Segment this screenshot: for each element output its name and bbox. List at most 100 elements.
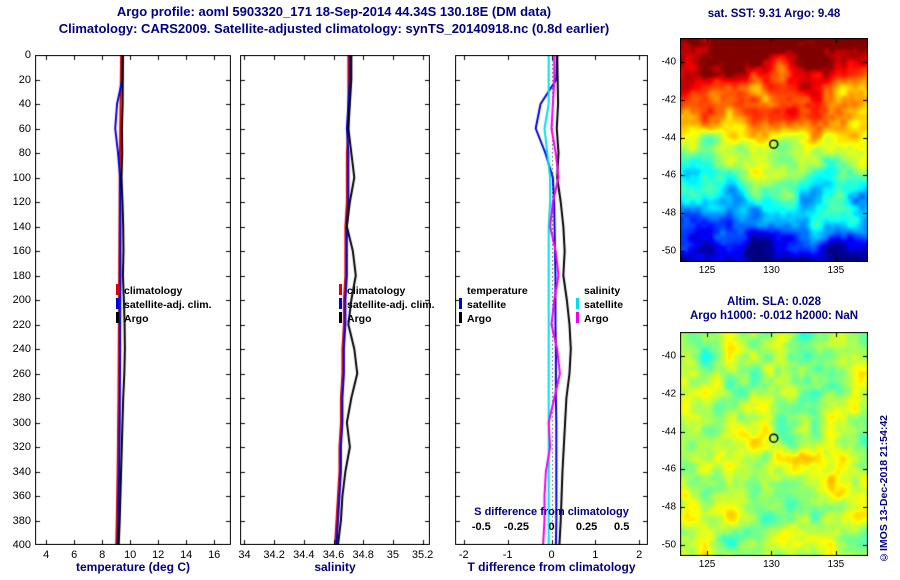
- satellite-line-swatch: [459, 298, 462, 309]
- x-tick-label: 8: [99, 549, 106, 561]
- x-tick-label: 35: [386, 549, 400, 561]
- salinity-profile-plot: [240, 55, 430, 545]
- y-tick-label: 400: [12, 539, 31, 551]
- map-x-tick-label: 135: [827, 265, 845, 276]
- legend-item: Argo: [459, 312, 528, 326]
- y-tick-label: 200: [12, 294, 31, 306]
- sst-map-canvas: [680, 38, 868, 262]
- map-y-tick-label: -46: [661, 169, 676, 181]
- legend-item: satellite: [459, 298, 528, 312]
- y-tick-label: 60: [18, 122, 31, 135]
- y-tick-label: 180: [12, 269, 31, 282]
- climatology-line-swatch: [116, 284, 119, 295]
- s-tick-label: 0.5: [614, 521, 630, 533]
- y-tick-label: 300: [12, 416, 31, 429]
- legend-item: satellite: [576, 298, 623, 312]
- sst-map-title: sat. SST: 9.31 Argo: 9.48: [707, 8, 841, 20]
- imos-watermark: ©IMOS 13-Dec-2018 21:54:42: [878, 415, 890, 563]
- legend-item: Argo: [116, 312, 212, 326]
- legend-label: satellite: [584, 299, 624, 311]
- legend-item: satellite-adj. clim.: [339, 298, 435, 312]
- temperature-legend: climatology satellite-adj. clim. Argo: [116, 284, 212, 326]
- x-tick-label: 34.6: [322, 549, 345, 561]
- y-tick-label: 320: [12, 441, 31, 453]
- map-x-tick-label: 125: [698, 265, 716, 276]
- salinity-axis-label: salinity: [314, 560, 356, 574]
- legend-label: satellite-adj. clim.: [347, 299, 435, 311]
- legend-item: satellite-adj. clim.: [116, 298, 212, 312]
- map-y-tick-label: -48: [661, 501, 676, 513]
- y-tick-label: 160: [12, 245, 31, 257]
- legend-item: climatology: [339, 284, 435, 298]
- x-tick-label: 6: [71, 549, 78, 561]
- x-tick-label: 16: [208, 549, 221, 561]
- sla-map: 125 130 135 -40 -42 -44 -46 -48 -50: [662, 332, 868, 570]
- map-y-tick-label: -50: [661, 539, 676, 551]
- map-x-tick-label: 135: [827, 559, 845, 570]
- map-y-tick-label: -48: [661, 207, 676, 219]
- argo-line-swatch: [576, 312, 579, 323]
- argo-line-swatch: [116, 312, 119, 323]
- temperature-diff-legend: temperature satellite Argo: [459, 284, 528, 326]
- x-tick-label: 2: [636, 549, 643, 561]
- legend-item: Argo: [576, 312, 623, 326]
- legend-group-header: temperature: [467, 285, 528, 297]
- legend-label: Argo: [347, 313, 372, 325]
- map-y-tick-label: -44: [661, 132, 676, 144]
- x-tick-label: 34.8: [352, 549, 374, 561]
- map-y-tick-label: -50: [661, 245, 676, 257]
- map-y-tick-label: -40: [661, 56, 676, 68]
- satellite-adj-line-swatch: [339, 298, 342, 309]
- legend-label: climatology: [347, 285, 406, 297]
- s-tick-label: 0.25: [575, 521, 598, 533]
- satellite-line-swatch: [576, 298, 579, 309]
- temperature-profile-plot: [35, 55, 231, 545]
- argo-line-swatch: [339, 312, 342, 323]
- map-y-tick-label: -46: [661, 463, 676, 475]
- legend-label: Argo: [467, 313, 492, 325]
- legend-label: satellite-adj. clim.: [124, 299, 212, 311]
- y-tick-label: 380: [12, 514, 31, 527]
- y-tick-label: 20: [18, 73, 31, 86]
- sla-map-title-line2: Argo h1000: -0.012 h2000: NaN: [689, 310, 859, 322]
- y-tick-label: 220: [12, 318, 31, 331]
- s-difference-axis-label: S difference from climatology: [474, 506, 629, 518]
- map-y-tick-label: -42: [661, 388, 676, 400]
- difference-profile-panel: -2 -1 0 1 2 -0.5 -0.25 0 0.25 0.5: [455, 55, 648, 561]
- legend-label: Argo: [124, 313, 149, 325]
- y-tick-label: 120: [12, 196, 31, 208]
- x-tick-label: 4: [43, 549, 50, 561]
- temperature-profile-panel: 4 6 8 10 12 14 16 0 20 40 60 80 100 120 140 160 180 200 22…: [13, 49, 231, 561]
- s-tick-label: -0.5: [471, 521, 491, 533]
- y-tick-label: 280: [12, 392, 31, 404]
- x-tick-label: -1: [502, 549, 513, 561]
- map-y-tick-label: -40: [661, 350, 676, 362]
- map-x-tick-label: 125: [698, 559, 716, 570]
- difference-profile-plot: [455, 55, 648, 545]
- s-tick-label: 0: [548, 521, 555, 533]
- x-tick-label: 14: [180, 549, 193, 561]
- x-tick-label: 10: [124, 549, 137, 561]
- y-tick-label: 360: [12, 490, 31, 502]
- legend-item: climatology: [116, 284, 212, 298]
- salinity-profile-panel: 34 34.2 34.4 34.6 34.8 35 35.2: [238, 55, 433, 561]
- legend-label: satellite: [467, 299, 507, 311]
- y-tick-label: 40: [18, 98, 31, 110]
- y-tick-label: 340: [12, 465, 31, 478]
- map-x-tick-label: 130: [763, 265, 780, 276]
- legend-label: Argo: [584, 313, 609, 325]
- x-tick-label: 34.4: [293, 549, 315, 561]
- x-tick-label: 12: [152, 549, 165, 561]
- figure-title-line1: Argo profile: aoml 5903320_171 18-Sep-20…: [116, 4, 552, 19]
- x-tick-label: 0: [548, 549, 555, 561]
- temperature-axis-label: temperature (deg C): [75, 560, 191, 574]
- y-tick-label: 100: [12, 171, 31, 184]
- y-tick-label: 240: [12, 343, 31, 355]
- x-tick-label: 35.2: [411, 549, 434, 561]
- legend-item: Argo: [339, 312, 435, 326]
- x-tick-label: 34: [238, 549, 251, 561]
- s-tick-label: -0.25: [503, 521, 529, 533]
- legend-group-header: salinity: [584, 285, 621, 297]
- sla-map-title-line1: Altim. SLA: 0.028: [727, 296, 821, 308]
